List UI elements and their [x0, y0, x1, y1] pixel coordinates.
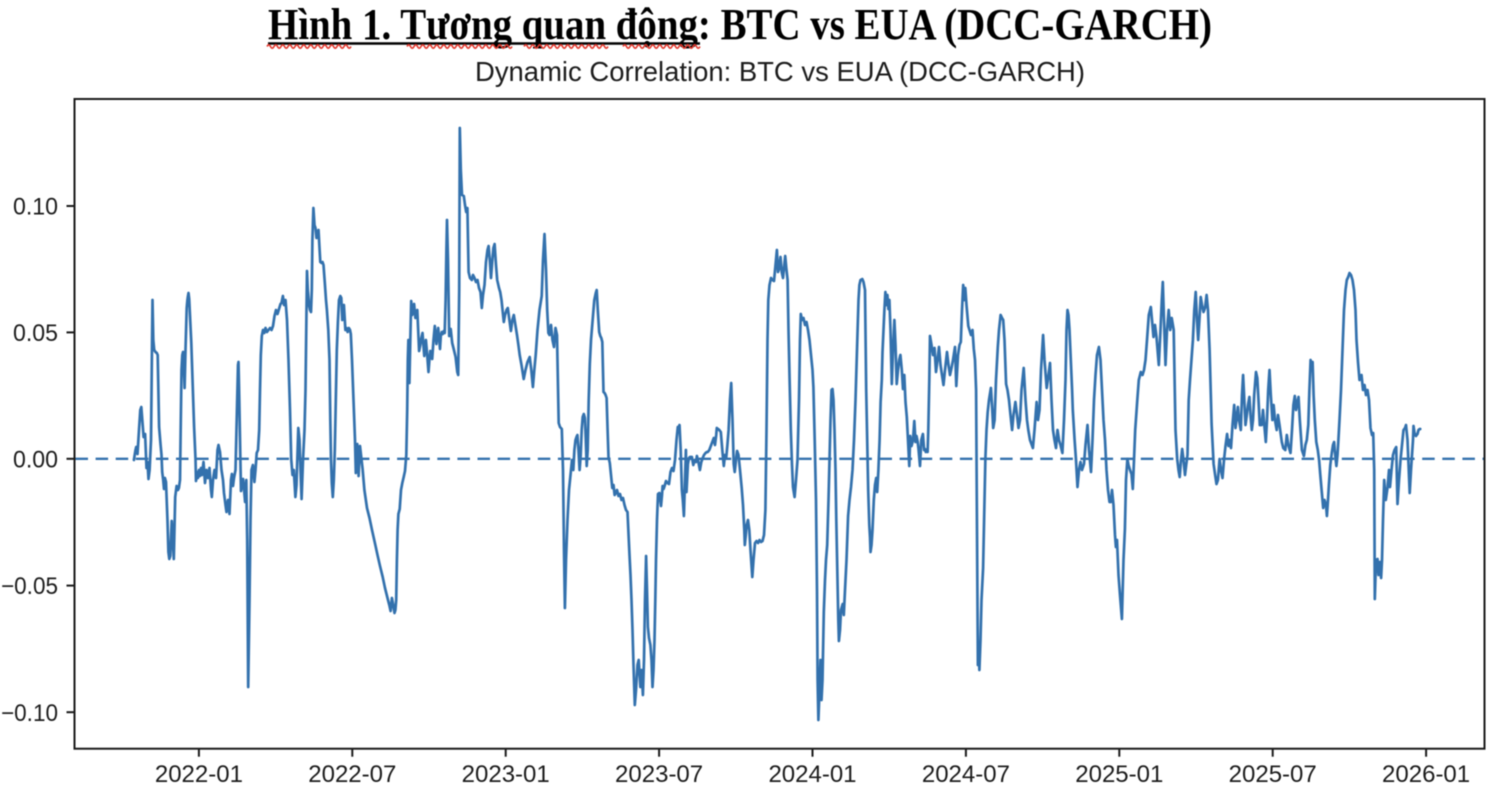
- svg-text:2022-07: 2022-07: [308, 761, 396, 788]
- svg-text:2023-07: 2023-07: [615, 761, 703, 788]
- svg-text:2024-01: 2024-01: [768, 761, 856, 788]
- svg-text:−0.10: −0.10: [1, 700, 58, 727]
- svg-text:2025-01: 2025-01: [1075, 761, 1163, 788]
- svg-text:2022-01: 2022-01: [155, 761, 243, 788]
- svg-text:0.10: 0.10: [13, 194, 58, 221]
- svg-text:Dynamic Correlation: BTC vs EU: Dynamic Correlation: BTC vs EUA (DCC-GAR…: [475, 56, 1085, 87]
- svg-text:2025-07: 2025-07: [1229, 761, 1317, 788]
- svg-text:0.05: 0.05: [13, 320, 58, 347]
- svg-text:Hình 1. Tương quan động: BTC v: Hình 1. Tương quan động: BTC vs EUA (DCC…: [268, 0, 1212, 49]
- svg-text:−0.05: −0.05: [1, 573, 58, 600]
- svg-text:2026-01: 2026-01: [1382, 761, 1470, 788]
- svg-text:2024-07: 2024-07: [922, 761, 1010, 788]
- svg-text:0.00: 0.00: [13, 446, 58, 473]
- svg-text:2023-01: 2023-01: [462, 761, 550, 788]
